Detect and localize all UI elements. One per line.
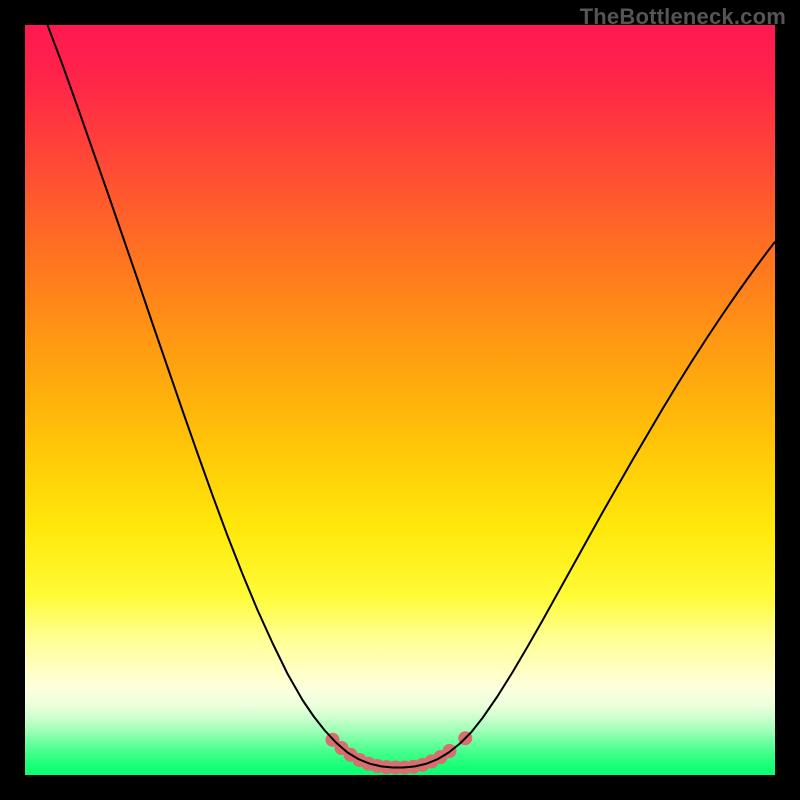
watermark-text: TheBottleneck.com	[580, 4, 786, 30]
chart-frame: TheBottleneck.com	[0, 0, 800, 800]
gradient-background	[25, 25, 775, 775]
plot-area	[25, 25, 775, 775]
plot-svg	[25, 25, 775, 775]
